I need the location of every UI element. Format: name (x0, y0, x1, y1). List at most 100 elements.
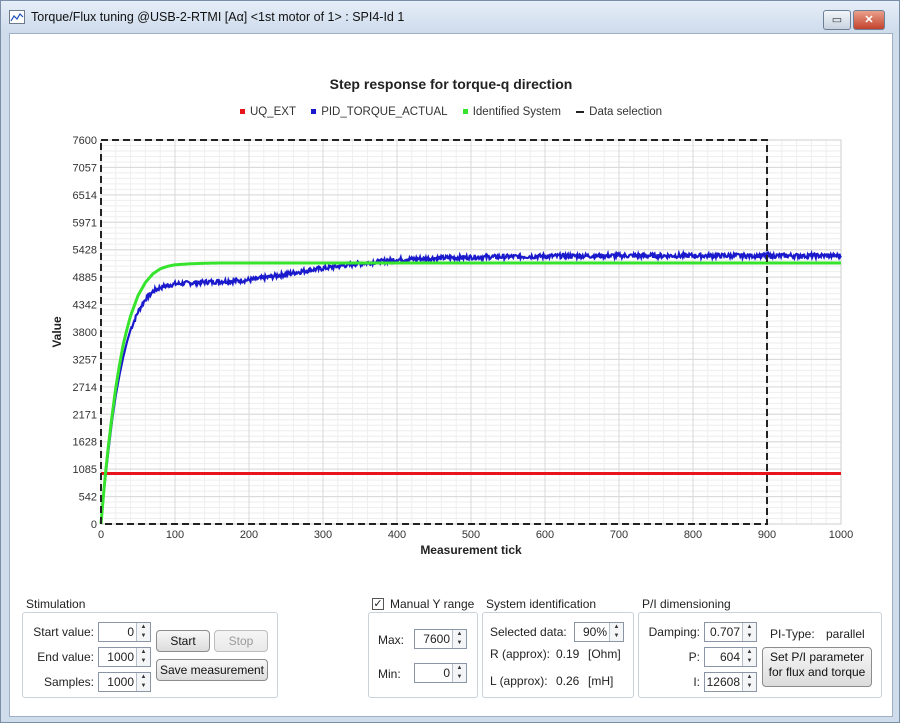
spin-up-icon[interactable]: ▲ (613, 624, 620, 630)
p-label: P: (688, 650, 700, 664)
y-tick-label: 542 (79, 492, 97, 504)
spin-up-icon[interactable]: ▲ (140, 649, 147, 655)
legend-item-data-selection[interactable]: Data selection (576, 106, 662, 118)
spin-arrows[interactable]: ▲ ▼ (136, 673, 150, 691)
spin-down-icon[interactable]: ▼ (140, 658, 147, 664)
spin-down-icon[interactable]: ▼ (140, 683, 147, 689)
spin-arrows[interactable]: ▲ ▼ (742, 623, 756, 641)
spin-up-icon[interactable]: ▲ (140, 624, 147, 630)
end-value-label: End value: (37, 650, 94, 664)
close-button[interactable]: ✕ (853, 10, 885, 30)
i-label: I: (693, 675, 700, 689)
legend-label: PID_TORQUE_ACTUAL (321, 106, 448, 118)
legend-label: Data selection (589, 106, 663, 118)
x-tick-label: 100 (166, 529, 184, 541)
manual-y-range-checkbox[interactable]: ✓ (372, 598, 384, 610)
chart-app-icon (9, 10, 25, 24)
samples-label: Samples: (43, 675, 94, 689)
window-title: Torque/Flux tuning @USB-2-RTMI [Aα] <1st… (31, 10, 405, 24)
legend-label: UQ_EXT (249, 106, 296, 118)
spin-arrows[interactable]: ▲ ▼ (452, 630, 466, 648)
y-tick-label: 5971 (73, 217, 97, 229)
x-tick-label: 800 (684, 529, 702, 541)
spin-arrows[interactable]: ▲ ▼ (136, 648, 150, 666)
spin-down-icon[interactable]: ▼ (746, 633, 753, 639)
pi-dimensioning-title: P/I dimensioning (642, 597, 731, 611)
legend-item-identified-system[interactable]: Identified System (462, 106, 561, 118)
spin-up-icon[interactable]: ▲ (746, 674, 753, 680)
legend-item-pid-torque-actual[interactable]: PID_TORQUE_ACTUAL (311, 106, 448, 118)
r-approx-label: R (approx): (490, 647, 551, 661)
title-bar: Torque/Flux tuning @USB-2-RTMI [Aα] <1st… (1, 1, 899, 33)
x-tick-label: 900 (758, 529, 776, 541)
y-tick-label: 2171 (73, 409, 97, 421)
stimulation-group-title: Stimulation (26, 597, 86, 611)
spin-down-icon[interactable]: ▼ (613, 633, 620, 639)
l-approx-label: L (approx): (490, 674, 548, 688)
l-approx-unit: [mH] (588, 674, 614, 688)
damping-spinbox[interactable]: 0.707 ▲ ▼ (704, 622, 757, 642)
max-spinbox[interactable]: 7600 ▲ ▼ (414, 629, 467, 649)
max-label: Max: (378, 633, 405, 647)
spin-up-icon[interactable]: ▲ (746, 624, 753, 630)
step-response-chart[interactable]: 0 100 200 300 400 500 600 700 800 900 1000 0 542 1085… (10, 34, 892, 594)
spin-up-icon[interactable]: ▲ (746, 649, 753, 655)
samples-spinbox[interactable]: 1000 ▲ ▼ (98, 672, 151, 692)
spin-down-icon[interactable]: ▼ (140, 633, 147, 639)
y-axis-label: Value (50, 316, 64, 348)
x-tick-label: 1000 (829, 529, 853, 541)
spin-arrows[interactable]: ▲ ▼ (609, 623, 623, 641)
end-value-spinbox[interactable]: 1000 ▲ ▼ (98, 647, 151, 667)
spin-down-icon[interactable]: ▼ (746, 658, 753, 664)
y-tick-label: 5428 (73, 245, 97, 257)
selected-data-label: Selected data: (490, 625, 567, 639)
min-spinbox[interactable]: 0 ▲ ▼ (414, 663, 467, 683)
spin-up-icon[interactable]: ▲ (456, 631, 463, 637)
spin-arrows[interactable]: ▲ ▼ (742, 648, 756, 666)
stop-button[interactable]: Stop (214, 630, 268, 652)
p-spinbox[interactable]: 604 ▲ ▼ (704, 647, 757, 667)
plot-frame (100, 139, 842, 525)
save-measurement-button[interactable]: Save measurement (156, 659, 268, 681)
y-tick-label: 7600 (73, 135, 97, 147)
manual-y-range-label: Manual Y range (390, 597, 475, 611)
system-identification-title: System identification (486, 597, 597, 611)
start-value: 0 (127, 625, 134, 639)
x-tick-label: 700 (610, 529, 628, 541)
set-pi-parameter-button[interactable]: Set P/I parameter for flux and torque (762, 647, 872, 687)
y-tick-label: 6514 (73, 190, 97, 202)
i-spinbox[interactable]: 12608 ▲ ▼ (704, 672, 757, 692)
spin-up-icon[interactable]: ▲ (456, 665, 463, 671)
min-value: 0 (443, 666, 450, 680)
spin-arrows[interactable]: ▲ ▼ (742, 673, 756, 691)
spin-down-icon[interactable]: ▼ (456, 674, 463, 680)
spin-down-icon[interactable]: ▼ (456, 640, 463, 646)
selected-data-spinbox[interactable]: 90% ▲ ▼ (574, 622, 624, 642)
y-tick-label: 4885 (73, 272, 97, 284)
r-approx-value: 0.19 (556, 647, 580, 661)
end-value: 1000 (107, 650, 134, 664)
x-tick-label: 400 (388, 529, 406, 541)
legend-swatch (576, 110, 585, 113)
spin-down-icon[interactable]: ▼ (746, 683, 753, 689)
chart-title: Step response for torque-q direction (329, 76, 573, 92)
y-tick-label: 4342 (73, 300, 97, 312)
spin-arrows[interactable]: ▲ ▼ (136, 623, 150, 641)
i-value: 12608 (706, 675, 740, 689)
restore-button[interactable]: ▭ (823, 10, 851, 30)
start-button[interactable]: Start (156, 630, 210, 652)
start-value-label: Start value: (33, 625, 94, 639)
spin-arrows[interactable]: ▲ ▼ (452, 664, 466, 682)
legend-label: Identified System (472, 106, 561, 118)
x-tick-label: 0 (98, 529, 104, 541)
data-selection-rect (100, 139, 768, 525)
legend-item-uq-ext[interactable]: UQ_EXT (239, 106, 296, 118)
spin-up-icon[interactable]: ▲ (140, 674, 147, 680)
x-axis-label: Measurement tick (420, 543, 522, 557)
selected-data-value: 90% (582, 625, 607, 639)
start-value-spinbox[interactable]: 0 ▲ ▼ (98, 622, 151, 642)
max-value: 7600 (423, 632, 450, 646)
x-tick-label: 200 (240, 529, 258, 541)
y-tick-label: 3257 (73, 354, 97, 366)
damping-value: 0.707 (709, 625, 740, 639)
